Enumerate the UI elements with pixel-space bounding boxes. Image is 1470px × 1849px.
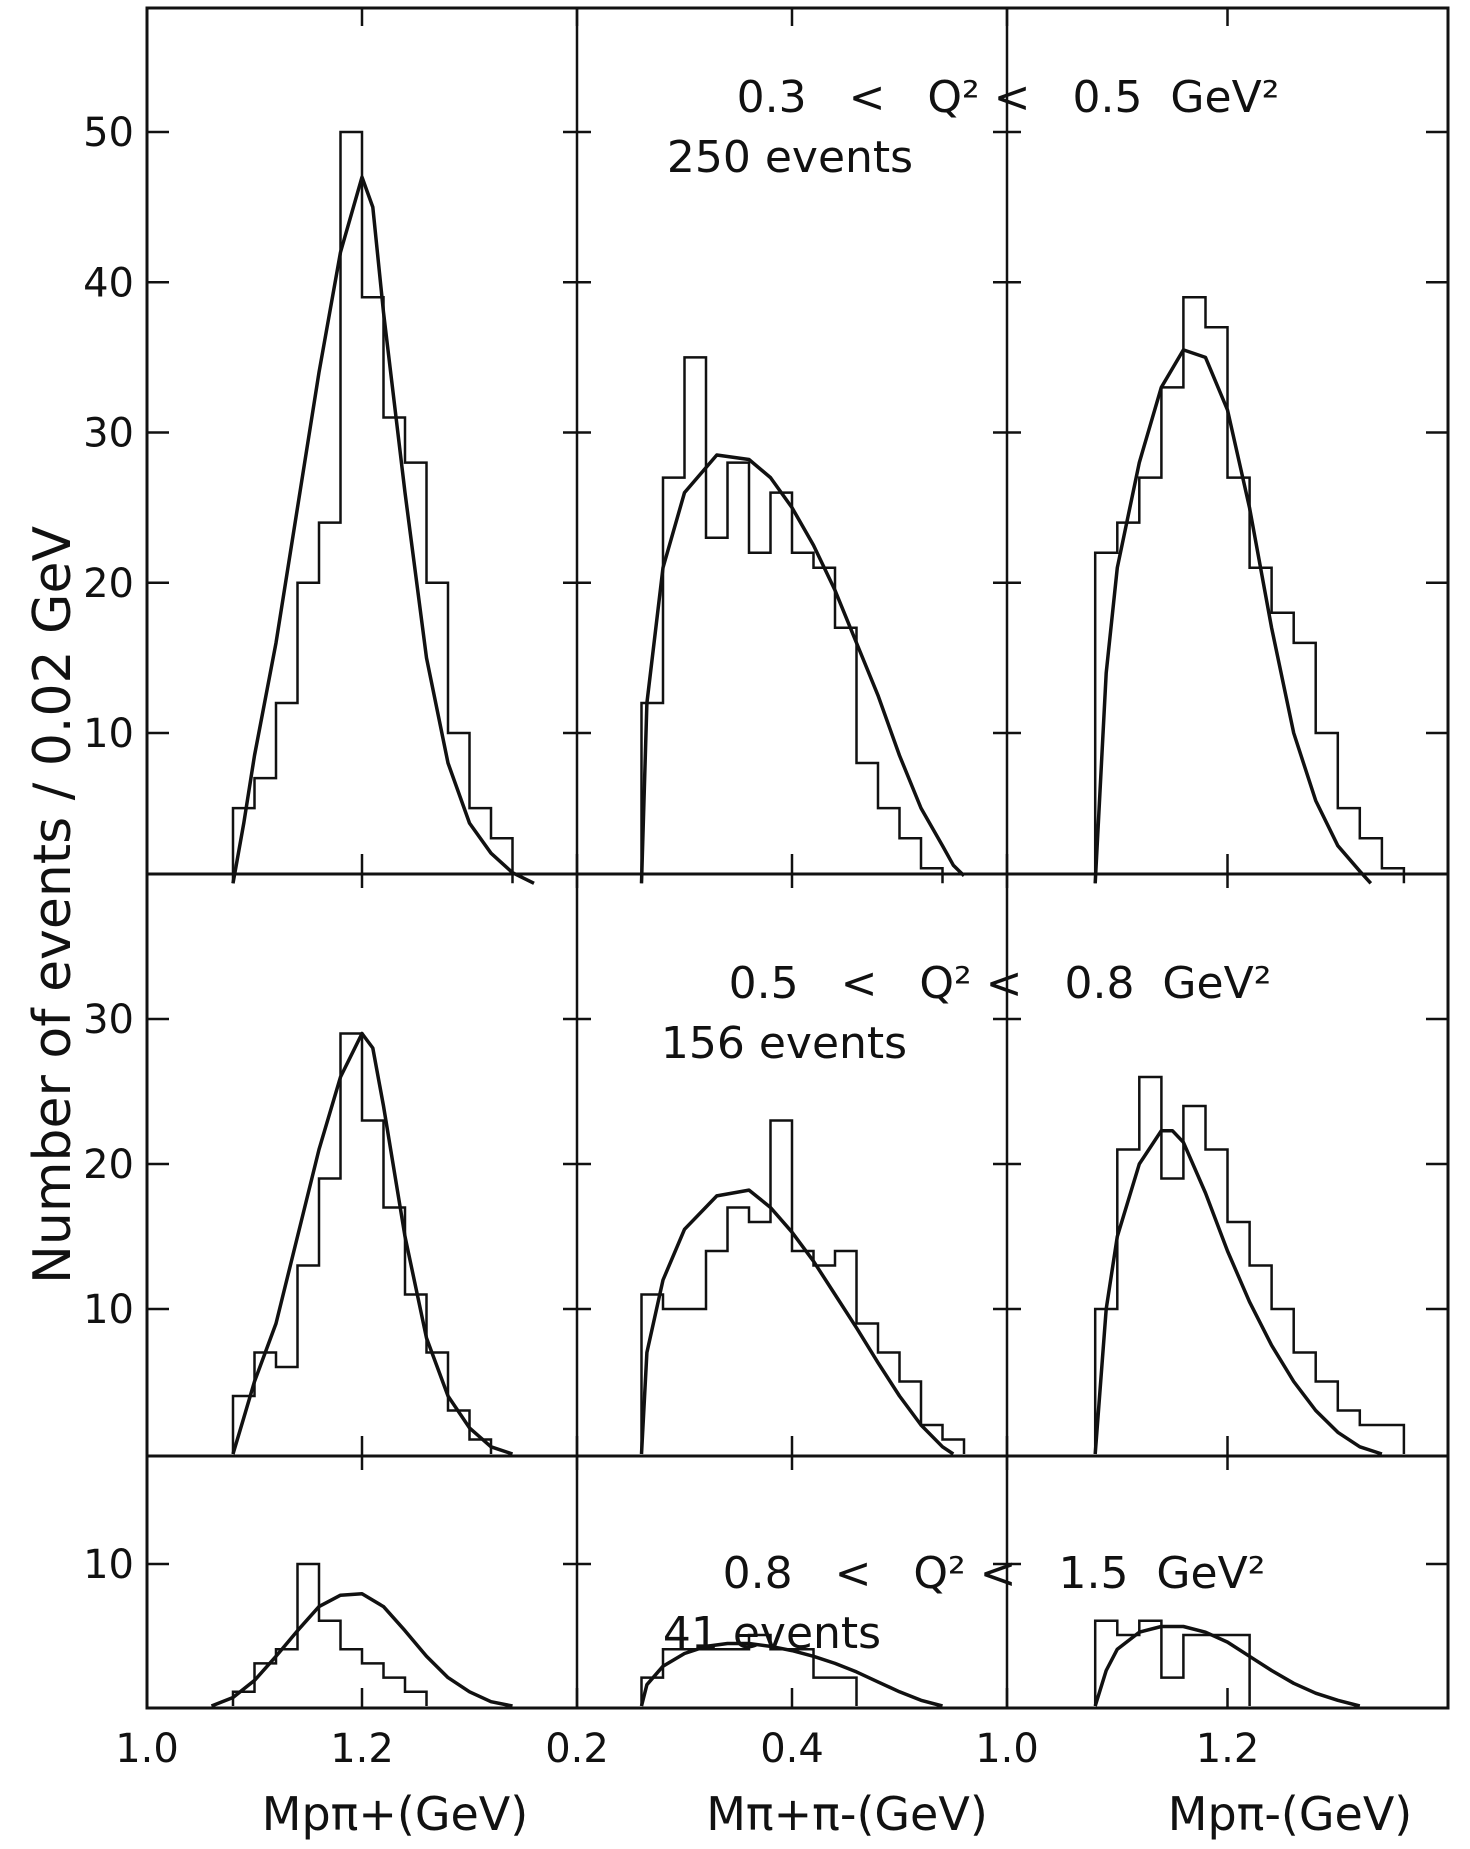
band-label-row-3: 0.8 < Q² < 1.5 GeV² — [723, 1548, 1266, 1599]
x-axis-label-col-2: Mπ+π-(GeV) — [706, 1787, 988, 1841]
fit-curve-row2-col3 — [1093, 1128, 1383, 1456]
y-tick-label: 30 — [83, 997, 134, 1043]
fit-curve-row2-col2 — [639, 1188, 955, 1456]
x-tick-label: 1.2 — [1196, 1726, 1260, 1772]
events-label-row-1: 250 events — [667, 132, 913, 183]
fit-curve-row2-col1 — [231, 1031, 514, 1456]
fit-curve-row1-col3 — [1093, 348, 1373, 885]
y-tick-label: 20 — [83, 1142, 134, 1188]
fit-curve-row1-col1 — [231, 175, 535, 885]
band-label-row-2: 0.5 < Q² < 0.8 GeV² — [729, 958, 1272, 1009]
fit-curve-row3-col1 — [210, 1592, 513, 1708]
y-tick-label: 10 — [83, 711, 134, 757]
y-tick-label: 20 — [83, 561, 134, 607]
histogram-row2-col2 — [640, 1119, 966, 1454]
x-axis-label-col-1: Mpπ+(GeV) — [262, 1787, 528, 1841]
x-tick-label: 1.2 — [330, 1726, 394, 1772]
panel-frame: 10 20 30 40 50 10 20 30 10 1.0 1.2 0.2 0.4 1.0 1.2 — [83, 6, 1450, 1772]
y-tick-label: 10 — [83, 1542, 134, 1588]
histogram-row3-col1 — [231, 1562, 428, 1706]
band-label-row-1: 0.3 < Q² < 0.5 GeV² — [737, 72, 1280, 123]
histogram-row1-col2 — [640, 356, 944, 884]
events-label-row-2: 156 events — [661, 1018, 907, 1069]
y-tick-label: 30 — [83, 411, 134, 457]
x-tick-label: 1.0 — [975, 1726, 1039, 1772]
chart-marks — [210, 130, 1406, 1708]
events-label-row-3: 41 events — [663, 1608, 881, 1659]
fit-curve-row3-col2 — [639, 1641, 943, 1708]
histogram-row3-col3 — [1093, 1619, 1251, 1706]
fit-curve-row1-col2 — [639, 453, 966, 884]
x-tick-label: 0.2 — [545, 1726, 609, 1772]
x-axis-label-col-3: Mpπ-(GeV) — [1168, 1787, 1413, 1841]
y-tick-label: 50 — [83, 110, 134, 156]
histogram-row2-col3 — [1093, 1075, 1406, 1454]
outer-frame — [145, 6, 1450, 1710]
x-tick-label: 1.0 — [115, 1726, 179, 1772]
y-axis-label: Number of events / 0.02 GeV — [23, 526, 83, 1284]
y-tick-label: 40 — [83, 260, 134, 306]
histogram-row1-col1 — [231, 130, 514, 884]
histogram-row2-col1 — [231, 1032, 493, 1454]
fit-curve-row3-col3 — [1093, 1624, 1361, 1708]
histogram-row1-col3 — [1093, 296, 1406, 884]
x-tick-label: 0.4 — [760, 1726, 824, 1772]
histogram-row3-col2 — [640, 1633, 858, 1706]
y-tick-label: 10 — [83, 1287, 134, 1333]
